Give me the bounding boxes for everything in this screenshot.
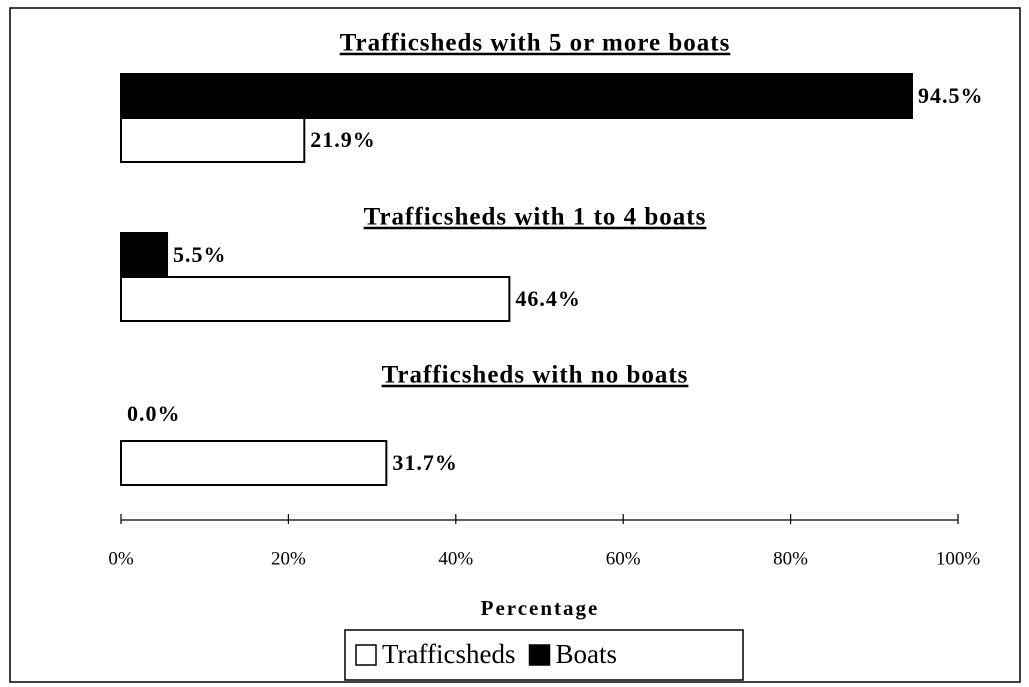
x-tick-label: 0% <box>108 548 134 569</box>
legend-swatch <box>355 644 377 666</box>
bar <box>120 73 913 119</box>
legend-label: Trafficsheds <box>382 639 516 669</box>
bar <box>120 276 511 322</box>
x-tick-label: 100% <box>936 548 981 569</box>
value-label: 21.9% <box>310 127 376 152</box>
value-label: 5.5% <box>173 242 227 267</box>
legend-label: Boats <box>556 639 618 669</box>
x-tick-label: 80% <box>773 548 808 569</box>
group-title: Trafficsheds with 1 to 4 boats <box>364 204 707 231</box>
bar <box>120 440 388 486</box>
x-tick-label: 20% <box>271 548 306 569</box>
bar <box>120 117 306 163</box>
value-label: 94.5% <box>918 83 984 108</box>
legend-swatch <box>528 644 551 666</box>
group-title: Trafficsheds with 5 or more boats <box>340 30 731 57</box>
x-tick-label: 60% <box>606 548 641 569</box>
value-label: 46.4% <box>515 286 581 311</box>
group-title: Trafficsheds with no boats <box>382 362 689 389</box>
bar <box>120 232 169 278</box>
x-tick-label: 40% <box>438 548 473 569</box>
value-label: 0.0% <box>127 401 181 426</box>
x-axis-label: Percentage <box>481 596 600 620</box>
value-label: 31.7% <box>392 450 458 475</box>
